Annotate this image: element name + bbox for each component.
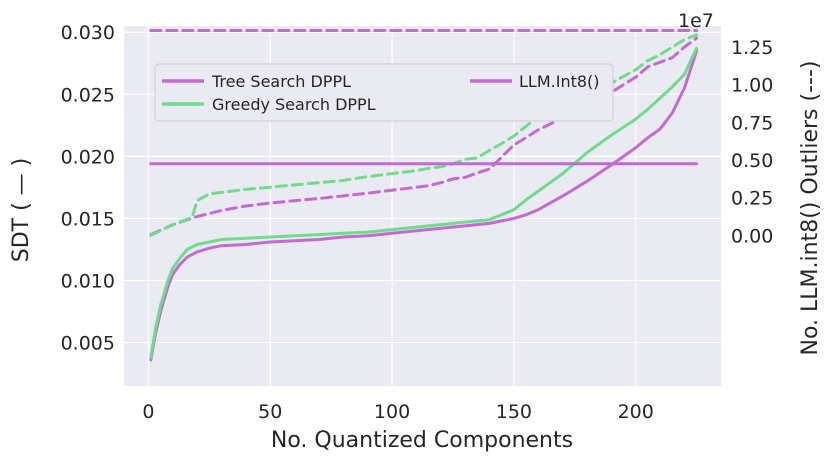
ticks-layer: 0 50 100 150 200 0.005 0.010 0.015 0.020 0.025 0.0… (61, 22, 774, 423)
x-tick-label: 100 (374, 401, 410, 423)
x-tick-label: 0 (142, 401, 154, 423)
y-tick-label-right: 0.50 (731, 150, 773, 172)
y-tick-label-left: 0.025 (61, 84, 115, 106)
x-axis-label: No. Quantized Components (271, 428, 573, 453)
right-axis-multiplier: 1e7 (678, 10, 714, 32)
legend-label-tree: Tree Search DPPL (211, 72, 351, 91)
x-tick-label: 200 (618, 401, 654, 423)
legend: Tree Search DPPL LLM.Int8() Greedy Searc… (154, 63, 614, 122)
y-axis-label-left: SDT ( — ) (9, 158, 34, 263)
series-layer (149, 29, 699, 362)
series-line-1 (149, 46, 699, 359)
y-tick-label-right: 0.75 (731, 112, 773, 134)
series-line-2 (149, 36, 699, 237)
legend-label-greedy: Greedy Search DPPL (212, 95, 376, 114)
y-tick-label-right: 0.25 (731, 188, 773, 210)
y-tick-label-left: 0.015 (61, 208, 115, 230)
x-tick-label: 150 (496, 401, 532, 423)
y-tick-label-right: 1.00 (731, 75, 773, 97)
legend-box (154, 63, 614, 122)
y-axis-label-right: No. LLM.int8() Outliers (---) (798, 61, 823, 356)
y-tick-label-left: 0.030 (61, 22, 115, 44)
series-line-0 (149, 49, 699, 362)
x-tick-label: 50 (258, 401, 282, 423)
y-tick-label-right: 0.00 (731, 225, 773, 247)
y-tick-label-right: 1.25 (731, 37, 773, 59)
y-tick-label-left: 0.005 (61, 333, 115, 355)
legend-label-llm: LLM.Int8() (519, 72, 600, 91)
y-tick-label-left: 0.010 (61, 270, 115, 292)
y-tick-label-left: 0.020 (61, 146, 115, 168)
